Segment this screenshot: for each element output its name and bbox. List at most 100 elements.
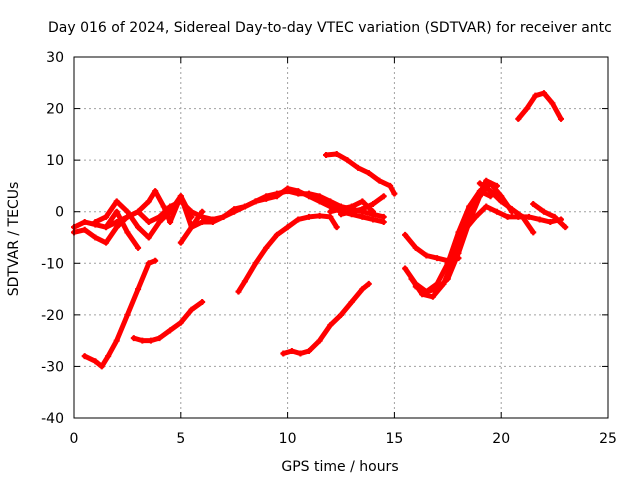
data-point bbox=[167, 327, 174, 334]
series-line-16 bbox=[413, 188, 493, 295]
data-point bbox=[434, 280, 441, 287]
data-point bbox=[177, 319, 184, 326]
x-tick-label: 10 bbox=[279, 431, 297, 447]
data-point bbox=[305, 347, 312, 354]
data-point bbox=[540, 208, 547, 215]
data-point bbox=[103, 239, 110, 246]
data-point bbox=[316, 212, 323, 219]
ticks: 0 5 10 15 20 25 -40 -30 -20 -10 0 10 20 30 bbox=[41, 50, 617, 447]
y-axis-label: SDTVAR / TECUs bbox=[6, 182, 22, 297]
data-point bbox=[147, 337, 154, 344]
data-point bbox=[515, 115, 522, 122]
data-point bbox=[288, 347, 295, 354]
data-point bbox=[536, 216, 543, 223]
data-point bbox=[498, 198, 505, 205]
data-point bbox=[152, 188, 159, 195]
data-point bbox=[316, 198, 323, 205]
plot-frame bbox=[73, 56, 609, 419]
data-point bbox=[359, 206, 366, 213]
data-point bbox=[327, 322, 334, 329]
x-tick-label: 25 bbox=[599, 431, 617, 447]
data-point bbox=[493, 208, 500, 215]
data-point bbox=[333, 150, 340, 157]
x-tick-label: 15 bbox=[385, 431, 403, 447]
data-point bbox=[135, 224, 142, 231]
data-point bbox=[113, 224, 120, 231]
series-line-20 bbox=[515, 90, 564, 122]
data-point bbox=[472, 213, 479, 220]
data-point bbox=[295, 216, 302, 223]
data-point bbox=[103, 213, 110, 220]
data-point bbox=[139, 337, 146, 344]
data-point bbox=[551, 213, 558, 220]
series-line-17 bbox=[462, 204, 564, 233]
data-point bbox=[540, 90, 547, 97]
data-point bbox=[156, 219, 163, 226]
data-point bbox=[532, 92, 539, 99]
data-point bbox=[461, 226, 468, 233]
data-point bbox=[391, 190, 398, 197]
data-point bbox=[177, 193, 184, 200]
data-point bbox=[263, 195, 270, 202]
data-point bbox=[273, 231, 280, 238]
data-point bbox=[558, 115, 565, 122]
data-point bbox=[376, 177, 383, 184]
data-point bbox=[408, 275, 415, 282]
data-point bbox=[113, 198, 120, 205]
data-point bbox=[365, 170, 372, 177]
data-point bbox=[370, 216, 377, 223]
data-point bbox=[402, 231, 409, 238]
data-point bbox=[444, 260, 451, 267]
data-point bbox=[145, 198, 152, 205]
data-point bbox=[145, 234, 152, 241]
data-point bbox=[241, 203, 248, 210]
data-point bbox=[160, 203, 167, 210]
data-point bbox=[284, 224, 291, 231]
data-point bbox=[188, 306, 195, 313]
data-point bbox=[530, 229, 537, 236]
series-points-10 bbox=[323, 150, 398, 197]
series-line-19 bbox=[530, 201, 568, 230]
data-point bbox=[348, 298, 355, 305]
data-point bbox=[124, 208, 131, 215]
data-point bbox=[423, 288, 430, 295]
data-point bbox=[423, 252, 430, 259]
data-point bbox=[487, 188, 494, 195]
data-point bbox=[316, 193, 323, 200]
data-point bbox=[220, 213, 227, 220]
chart-title: Day 016 of 2024, Sidereal Day-to-day VTE… bbox=[48, 20, 612, 36]
series-points-11 bbox=[327, 198, 377, 215]
data-point bbox=[365, 280, 372, 287]
data-point bbox=[297, 350, 304, 357]
data-point bbox=[199, 298, 206, 305]
series-line-18 bbox=[477, 180, 536, 235]
data-point bbox=[370, 200, 377, 207]
data-point bbox=[305, 193, 312, 200]
data-point bbox=[434, 255, 441, 262]
data-point bbox=[98, 363, 105, 370]
y-tick-label: 0 bbox=[55, 205, 64, 221]
data-point bbox=[508, 206, 515, 213]
data-point bbox=[130, 335, 137, 342]
data-point bbox=[380, 219, 387, 226]
data-point bbox=[152, 257, 159, 264]
data-point bbox=[327, 198, 334, 205]
series-points-15 bbox=[408, 177, 500, 300]
data-point bbox=[231, 206, 238, 213]
data-point bbox=[199, 219, 206, 226]
data-point bbox=[81, 353, 88, 360]
series-points-9 bbox=[280, 280, 372, 357]
data-point bbox=[483, 203, 490, 210]
data-point bbox=[113, 337, 120, 344]
data-point bbox=[549, 100, 556, 107]
data-point bbox=[338, 206, 344, 213]
data-point bbox=[177, 239, 184, 246]
data-point bbox=[81, 226, 88, 233]
data-point bbox=[241, 278, 248, 285]
data-point bbox=[338, 211, 344, 218]
x-tick-label: 5 bbox=[176, 431, 185, 447]
data-point bbox=[359, 286, 366, 293]
data-point bbox=[199, 208, 206, 215]
data-point bbox=[370, 208, 377, 215]
